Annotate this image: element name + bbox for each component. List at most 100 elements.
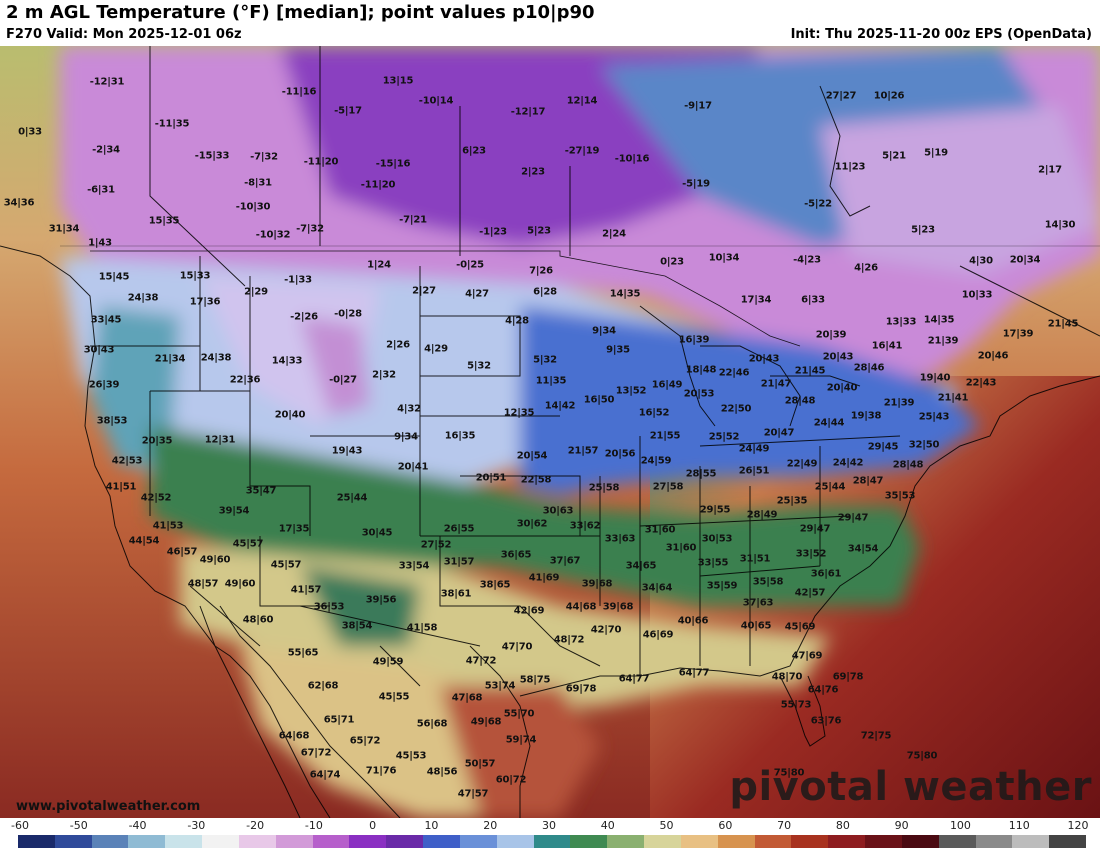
point-value: -6|31 <box>87 184 115 196</box>
point-value: 20|53 <box>683 388 715 400</box>
point-value: -10|14 <box>418 95 454 107</box>
colorbar-swatch <box>386 835 424 848</box>
point-value: 35|59 <box>706 580 738 592</box>
point-value: 36|61 <box>810 568 842 580</box>
legend-tick: 20 <box>483 819 498 832</box>
point-value: 44|54 <box>128 535 160 547</box>
point-value: 36|53 <box>313 601 345 613</box>
header: 2 m AGL Temperature (°F) [median]; point… <box>0 0 1100 46</box>
point-value: 22|46 <box>718 367 750 379</box>
pivotal-weather-logo: pivotal weather <box>729 764 1092 810</box>
legend-tick: -20 <box>246 819 265 832</box>
point-value: 45|55 <box>378 691 410 703</box>
point-value: 46|57 <box>166 546 198 558</box>
point-value: 41|53 <box>152 520 184 532</box>
point-value: 16|35 <box>444 430 476 442</box>
colorbar-swatch <box>459 835 497 848</box>
point-value: 38|54 <box>341 620 373 632</box>
point-value: 20|41 <box>397 461 429 473</box>
point-value: 72|75 <box>860 730 892 742</box>
colorbar-swatch <box>828 835 866 848</box>
point-value: 20|46 <box>977 350 1009 362</box>
point-value: 17|36 <box>189 296 221 308</box>
point-value: 22|50 <box>720 403 752 415</box>
point-value: 28|48 <box>784 395 816 407</box>
point-value: 25|44 <box>336 492 368 504</box>
legend-tick: 30 <box>542 819 556 832</box>
point-value: 39|68 <box>602 601 634 613</box>
point-value: 35|58 <box>752 576 784 588</box>
point-value: 55|73 <box>780 699 812 711</box>
point-value: 20|47 <box>763 427 795 439</box>
point-value: 39|56 <box>365 594 397 606</box>
point-value: 46|69 <box>642 629 674 641</box>
point-value: 53|74 <box>484 680 516 692</box>
colorbar-swatch <box>496 835 534 848</box>
point-value: 75|80 <box>773 767 805 779</box>
legend-ticks: -60 -50 -40 -30 -20 -10 0 10 20 30 40 50 60 70 80 90 100… <box>0 818 1100 834</box>
point-value: 20|54 <box>516 450 548 462</box>
point-value: 21|41 <box>937 392 969 404</box>
point-value: 2|17 <box>1038 164 1062 176</box>
point-value: 12|14 <box>566 95 598 107</box>
point-value: -0|27 <box>329 374 357 386</box>
point-value: 45|69 <box>784 621 816 633</box>
point-value: 41|51 <box>105 481 137 493</box>
point-value: 60|72 <box>495 774 527 786</box>
point-value: 10|26 <box>873 90 905 102</box>
point-value: 14|42 <box>544 400 576 412</box>
point-value: 16|52 <box>638 407 670 419</box>
point-value: 19|40 <box>919 372 951 384</box>
colorbar-swatch <box>54 835 92 848</box>
point-value: 16|41 <box>871 340 903 352</box>
point-value: 26|51 <box>738 465 770 477</box>
point-value: 14|35 <box>923 314 955 326</box>
point-value: 38|61 <box>440 588 472 600</box>
site-url[interactable]: www.pivotalweather.com <box>16 799 201 814</box>
legend-tick: 90 <box>894 819 909 832</box>
colorbar-swatch <box>680 835 718 848</box>
point-value: 29|47 <box>837 512 869 524</box>
point-value: 36|65 <box>500 549 532 561</box>
point-value: 20|39 <box>815 329 847 341</box>
point-value: 37|67 <box>549 555 581 567</box>
colorbar-swatch <box>202 835 239 848</box>
colorbar-swatch <box>570 835 608 848</box>
point-value: 65|71 <box>323 714 355 726</box>
point-value: -0|28 <box>334 308 362 320</box>
point-value: 2|29 <box>244 286 268 298</box>
point-value: 48|60 <box>242 614 274 626</box>
point-value: 67|72 <box>300 747 332 759</box>
point-value: 47|72 <box>465 655 497 667</box>
init-time: Init: Thu 2025-11-20 00z EPS (OpenData) <box>790 27 1092 42</box>
colorbar-swatch <box>644 835 681 848</box>
point-value: 1|43 <box>88 237 112 249</box>
legend-tick: 40 <box>600 819 615 832</box>
point-value: 49|59 <box>372 656 404 668</box>
point-value: 42|57 <box>794 587 826 599</box>
point-value: 4|26 <box>854 262 878 274</box>
point-value: 25|52 <box>708 431 740 443</box>
point-value: 4|27 <box>465 288 489 300</box>
colorbar-swatch <box>275 835 313 848</box>
point-value: 34|36 <box>3 197 35 209</box>
point-value: 59|74 <box>505 734 537 746</box>
point-value: 4|30 <box>969 255 993 267</box>
point-value: 30|45 <box>361 527 393 539</box>
point-value: 58|75 <box>519 674 551 686</box>
point-value: 24|44 <box>813 417 845 429</box>
point-value: 11|35 <box>535 375 567 387</box>
color-legend: -60 -50 -40 -30 -20 -10 0 10 20 30 40 50 60 70 80 90 100… <box>0 818 1100 850</box>
point-value: 64|77 <box>678 667 710 679</box>
colorbar-swatch <box>18 835 55 848</box>
colorbar-swatch <box>901 835 939 848</box>
colorbar-swatch <box>165 835 203 848</box>
point-value: 41|57 <box>290 584 322 596</box>
point-value: 2|23 <box>521 166 545 178</box>
point-value: -12|31 <box>89 76 125 88</box>
legend-tick: 120 <box>1067 819 1089 832</box>
point-value: 48|57 <box>187 578 219 590</box>
point-value: 25|58 <box>588 482 620 494</box>
point-value: 4|28 <box>505 315 529 327</box>
point-value: 29|45 <box>867 441 899 453</box>
